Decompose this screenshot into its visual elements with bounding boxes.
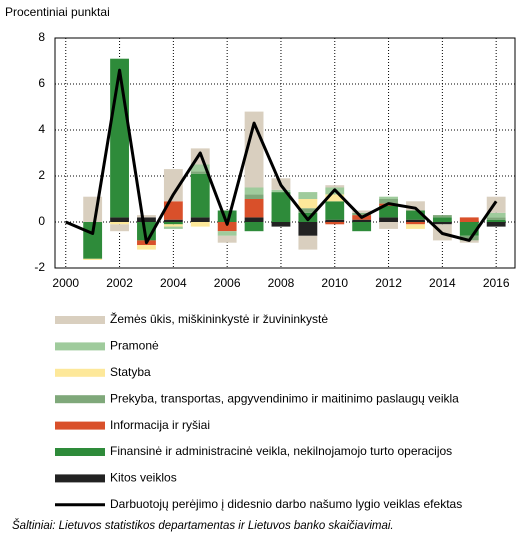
bar-segment	[379, 222, 398, 229]
x-tick-label: 2006	[214, 276, 241, 290]
legend-label: Darbuotojų perėjimo į didesnio darbo naš…	[110, 497, 462, 511]
bar-segment	[271, 189, 291, 193]
bar-segment	[406, 219, 425, 222]
bar-segment	[325, 185, 345, 188]
bar-segment	[325, 219, 345, 222]
bar-segment	[244, 217, 264, 222]
legend-label: Kitos veiklos	[110, 471, 177, 485]
bar-segment	[163, 226, 183, 229]
x-tick-label: 2010	[321, 276, 348, 290]
bar-segment	[298, 222, 318, 236]
bar-segment	[190, 173, 210, 218]
bar-segment	[298, 199, 318, 209]
bar-segment	[217, 210, 237, 222]
bar-segment	[379, 199, 398, 204]
y-tick-label: 8	[38, 30, 45, 44]
y-tick-label: 2	[38, 168, 45, 182]
legend-swatch	[55, 474, 105, 483]
legend-label: Finansinė ir administracinė veikla, neki…	[110, 444, 452, 458]
bar-segment	[217, 235, 237, 243]
bar-segment	[271, 222, 291, 227]
x-tick-label: 2012	[375, 276, 402, 290]
bar-segment	[486, 219, 506, 222]
legend-swatch	[55, 395, 105, 404]
bar-segment	[137, 215, 156, 218]
bar-segment	[244, 199, 264, 218]
bar-segment	[379, 205, 398, 218]
bar-segment	[110, 222, 129, 225]
bar-segment	[325, 194, 345, 202]
bar-segment	[217, 231, 237, 236]
bar-segment	[244, 194, 264, 199]
bar-segment	[432, 215, 452, 218]
bar-segment	[137, 245, 156, 250]
bar-segment	[190, 222, 210, 227]
bar-segment	[459, 217, 479, 222]
bar-segment	[190, 217, 210, 222]
x-tick-label: 2004	[160, 276, 187, 290]
plot-frame	[54, 37, 516, 269]
bar-segment	[163, 224, 183, 227]
legend-swatch	[55, 342, 105, 351]
legend-label: Prekyba, transportas, apgyvendinimo ir m…	[110, 391, 459, 405]
bar-segment	[190, 171, 210, 174]
legend-swatch	[55, 368, 105, 377]
y-tick-label: -2	[34, 260, 45, 274]
bar-segment	[325, 201, 345, 220]
bar-segment	[325, 222, 345, 225]
bar-segment	[486, 222, 506, 227]
bar-segment	[352, 210, 372, 213]
bar-segment	[244, 222, 264, 232]
y-tick-label: 4	[38, 122, 45, 136]
legend-label: Žemės ūkis, miškininkystė ir žuvininkyst…	[110, 311, 328, 326]
bar-segment	[298, 208, 318, 213]
bar-segment	[352, 212, 372, 216]
bar-segment	[163, 219, 183, 222]
x-tick-label: 2008	[268, 276, 295, 290]
x-tick-label: 2014	[429, 276, 456, 290]
bar-segment	[244, 187, 264, 195]
bar-segment	[271, 192, 291, 222]
bar-segment	[406, 210, 425, 220]
x-tick-label: 2000	[52, 276, 79, 290]
bar-segment	[190, 164, 210, 172]
bar-segment	[137, 217, 156, 222]
bar-segment	[486, 212, 506, 218]
x-tick-label: 2002	[106, 276, 133, 290]
bar-segment	[352, 222, 372, 232]
bar-segment	[486, 217, 506, 220]
bar-segment	[110, 224, 129, 232]
bar-segment	[352, 219, 372, 222]
bar-segment	[406, 224, 425, 229]
bar-segment	[432, 222, 452, 225]
source-note: Šaltiniai: Lietuvos statistikos departam…	[12, 519, 394, 532]
legend-swatch	[55, 448, 105, 456]
bar-segment	[110, 217, 129, 222]
legend-swatch	[55, 421, 105, 430]
legend-label: Pramonė	[110, 339, 159, 353]
bar-segment	[163, 222, 183, 225]
bar-segment	[432, 217, 452, 222]
legend-label: Statyba	[110, 365, 151, 379]
bar-segment	[298, 235, 318, 250]
bar-segment	[406, 201, 425, 211]
bar-segment	[406, 222, 425, 225]
legend-label: Informacija ir ryšiai	[110, 418, 210, 432]
y-tick-label: 6	[38, 76, 45, 90]
bar-segment	[379, 217, 398, 222]
x-tick-label: 2016	[483, 276, 510, 290]
bar-segment	[298, 192, 318, 199]
bar-segment	[217, 222, 237, 232]
bar-segment	[110, 58, 129, 218]
y-tick-label: 0	[38, 214, 45, 228]
y-axis-label: Procentiniai punktai	[5, 5, 110, 19]
legend-swatch	[55, 316, 105, 324]
bar-segment	[83, 258, 103, 260]
line-series	[65, 68, 498, 245]
bar-segment	[163, 169, 183, 202]
bar-segment	[379, 196, 398, 199]
